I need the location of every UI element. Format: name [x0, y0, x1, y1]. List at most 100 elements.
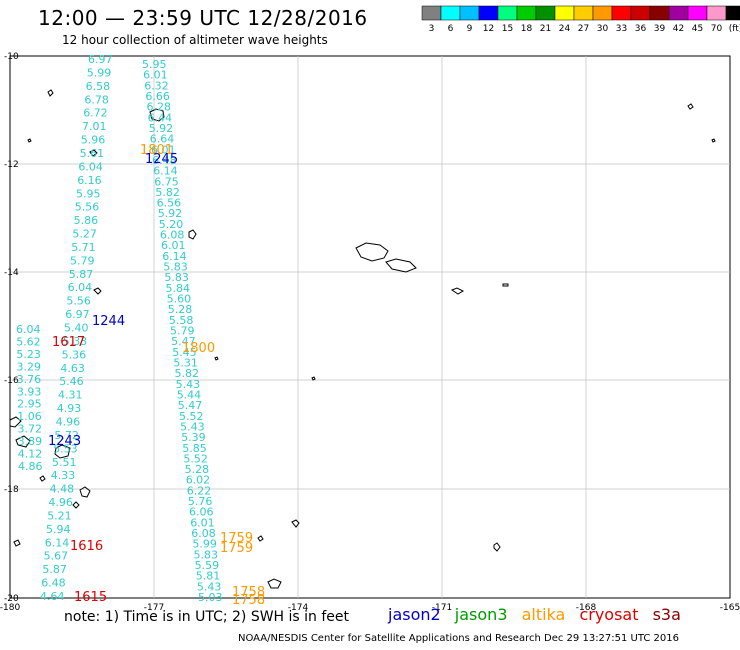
wave-height-value: 6.22 [187, 484, 212, 497]
wave-height-value: 5.95 [76, 187, 101, 200]
wave-height-value: 5.27 [72, 228, 97, 241]
legend-jason3: jason3 [454, 605, 508, 624]
pass-time-label: 1243 [48, 434, 81, 449]
wave-height-value: 5.87 [42, 563, 67, 576]
wave-height-value: 6.01 [190, 516, 215, 529]
island-outline [89, 149, 98, 157]
lon-tick-label: -168 [576, 603, 597, 613]
wave-height-value: 5.85 [182, 442, 207, 455]
wave-height-value: 5.96 [81, 134, 106, 147]
wave-height-value: 1.06 [17, 410, 42, 423]
colorbar-label: 36 [635, 24, 647, 34]
wave-height-value: 5.82 [155, 186, 180, 199]
map-title: 12:00 — 23:59 UTC 12/28/2016 [38, 6, 368, 30]
wave-height-value: 6.01 [151, 143, 176, 156]
wave-height-value: 5.36 [62, 348, 87, 361]
wave-height-value: 6.56 [157, 197, 182, 210]
wave-height-value: 6.28 [147, 101, 172, 114]
wave-height-value: 7.01 [82, 120, 107, 133]
wave-height-value: 4.86 [18, 460, 43, 473]
wave-height-value: 5.47 [178, 399, 203, 412]
lat-tick-label: -20 [4, 594, 19, 604]
colorbar-label: 18 [521, 24, 533, 34]
island-outline [93, 287, 102, 295]
wave-height-value: 5.79 [170, 325, 195, 338]
colorbar-label: (ft) [729, 24, 740, 34]
wave-height-value: 5.61 [80, 147, 105, 160]
wave-height-value: 5.83 [163, 261, 188, 274]
island-outline [687, 103, 694, 110]
lon-tick-label: -174 [288, 603, 309, 613]
island-outline [149, 108, 165, 122]
wave-height-value: 5.76 [188, 495, 213, 508]
pass-time-label: 1801 [140, 143, 173, 158]
wave-height-value: 6.78 [84, 93, 109, 106]
credit-line: NOAA/NESDIS Center for Satellite Applica… [238, 633, 680, 644]
wave-height-value: 5.28 [185, 463, 210, 476]
wave-height-value: 5.21 [47, 510, 71, 523]
wave-height-value: 5.99 [87, 66, 112, 79]
wave-height-value: 4.96 [48, 496, 73, 509]
wave-height-value: 5.45 [172, 346, 197, 359]
wave-height-value: 5.52 [179, 410, 204, 423]
wave-height-value: 5.82 [175, 367, 200, 380]
wave-height-value: 5.81 [196, 570, 221, 583]
pass-time-label: 1615 [74, 590, 107, 605]
wave-height-value: 6.75 [154, 175, 179, 188]
legend-cryosat: cryosat [579, 605, 639, 624]
legend-jason2: jason2 [388, 605, 441, 624]
wave-height-value: 5.92 [149, 122, 174, 135]
island-outline [13, 539, 21, 547]
wave-height-value: 5.56 [66, 295, 91, 308]
wave-height-value: 2.95 [17, 398, 41, 411]
wave-height-value: 3.93 [17, 385, 42, 398]
wave-height-value: 6.08 [191, 527, 216, 540]
wave-height-value: 5.59 [195, 559, 220, 572]
legend-s3a: s3a [652, 605, 681, 624]
island-outline [188, 229, 197, 240]
wave-height-value: 5.33 [63, 335, 88, 348]
wave-height-value: 3.76 [17, 373, 42, 386]
wave-height-value: 6.14 [153, 165, 178, 178]
colorbar-label: 45 [692, 24, 703, 34]
wave-height-value: 5.03 [198, 591, 223, 604]
island-outline [355, 242, 389, 262]
wave-height-value: 6.44 [148, 111, 173, 124]
island-outline [15, 435, 31, 448]
island-outline [214, 356, 219, 361]
wave-height-value: 5.39 [181, 431, 206, 444]
lat-tick-label: -18 [4, 485, 19, 495]
wave-height-value: 4.12 [18, 448, 43, 461]
wave-height-value: 5.86 [74, 214, 99, 227]
island-outline [54, 444, 71, 459]
lon-tick-label: -177 [144, 603, 164, 613]
wave-height-value: 5.99 [192, 538, 217, 551]
wave-height-value: 6.97 [88, 53, 113, 66]
pass-time-label: 1616 [70, 539, 103, 554]
wave-height-value: 5.83 [194, 548, 219, 561]
wave-height-value: 5.31 [173, 357, 198, 370]
wave-height-value: 6.06 [189, 506, 214, 519]
wave-height-value: 6.58 [86, 80, 111, 93]
colorbar-label: 3 [429, 24, 435, 34]
map-subtitle: 12 hour collection of altimeter wave hei… [62, 33, 328, 47]
wave-height-value: 4.93 [57, 402, 82, 415]
wave-height-value: 5.72 [54, 429, 79, 442]
axis-tick-labels: -180 -177 -174 -171 -168 -165 -10 -12 -14 -16 -18 -… [0, 52, 740, 613]
wave-height-value: 5.95 [142, 58, 167, 71]
wave-height-value: 6.48 [41, 577, 65, 590]
satellite-legend: jason2 jason3 altika cryosat s3a [388, 605, 690, 624]
wave-height-value: 5.58 [169, 314, 194, 327]
wave-height-value: 6.01 [143, 69, 168, 82]
pass-time-label: 1758 [232, 585, 265, 600]
wave-height-value: 4.31 [58, 389, 83, 402]
wave-height-value: 4.64 [40, 590, 65, 603]
wave-height-value: 6.16 [77, 174, 102, 187]
wave-height-value: 5.94 [46, 523, 71, 536]
wave-height-value: 3.29 [17, 360, 42, 373]
wave-height-value: 5.23 [16, 348, 41, 361]
wave-height-value: 5.43 [197, 580, 222, 593]
island-outline [47, 89, 54, 97]
